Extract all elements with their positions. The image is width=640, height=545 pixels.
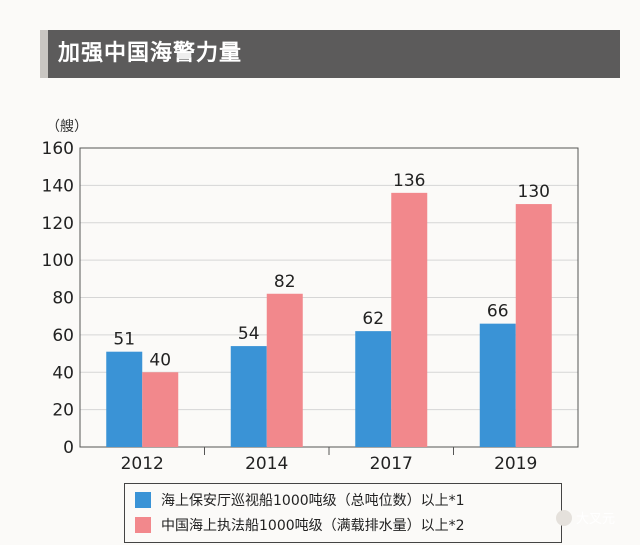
bar	[106, 351, 143, 447]
x-tick-label: 2014	[245, 454, 288, 474]
bar	[355, 331, 392, 447]
watermark-logo-icon	[556, 509, 572, 526]
bar	[479, 323, 516, 447]
y-tick-label: 40	[52, 363, 74, 383]
data-label: 54	[238, 324, 260, 344]
data-label: 136	[393, 171, 425, 191]
y-tick-label: 60	[52, 326, 74, 346]
data-label: 82	[274, 272, 296, 292]
x-tick-label: 2012	[121, 454, 164, 474]
legend-swatch	[135, 492, 151, 508]
bar	[391, 192, 428, 447]
title-accent	[40, 30, 48, 78]
data-label: 40	[149, 350, 171, 370]
legend-label: 中国海上执法船1000吨级（满载排水量）以上*2	[161, 518, 465, 534]
bar	[230, 346, 267, 447]
data-label: 66	[487, 302, 509, 322]
legend: 海上保安厅巡视船1000吨级（总吨位数）以上*1 中国海上执法船1000吨级（满…	[124, 483, 562, 543]
chart-title: 加强中国海警力量	[58, 41, 243, 66]
y-tick-label: 80	[52, 289, 74, 309]
legend-item: 中国海上执法船1000吨级（满载排水量）以上*2	[135, 515, 465, 535]
title-bar	[40, 30, 620, 78]
y-tick-label: 160	[42, 139, 74, 159]
legend-swatch	[135, 517, 151, 533]
bar	[515, 204, 552, 447]
bar	[142, 372, 179, 447]
data-label: 51	[113, 330, 135, 350]
watermark: 大叉元	[556, 508, 615, 527]
legend-label: 海上保安厅巡视船1000吨级（总吨位数）以上*1	[161, 493, 465, 509]
y-tick-label: 20	[52, 401, 74, 421]
x-tick-label: 2019	[494, 454, 537, 474]
y-tick-label: 120	[42, 214, 74, 234]
data-label: 130	[518, 182, 550, 202]
data-label: 62	[362, 309, 384, 329]
y-tick-label: 100	[42, 251, 74, 271]
y-tick-label: 0	[63, 438, 74, 458]
y-tick-label: 140	[42, 176, 74, 196]
x-tick-label: 2017	[370, 454, 413, 474]
bar	[266, 293, 303, 447]
watermark-text: 大叉元	[576, 512, 616, 527]
y-axis-unit: （艘）	[46, 119, 88, 135]
legend-item: 海上保安厅巡视船1000吨级（总吨位数）以上*1	[135, 490, 465, 510]
